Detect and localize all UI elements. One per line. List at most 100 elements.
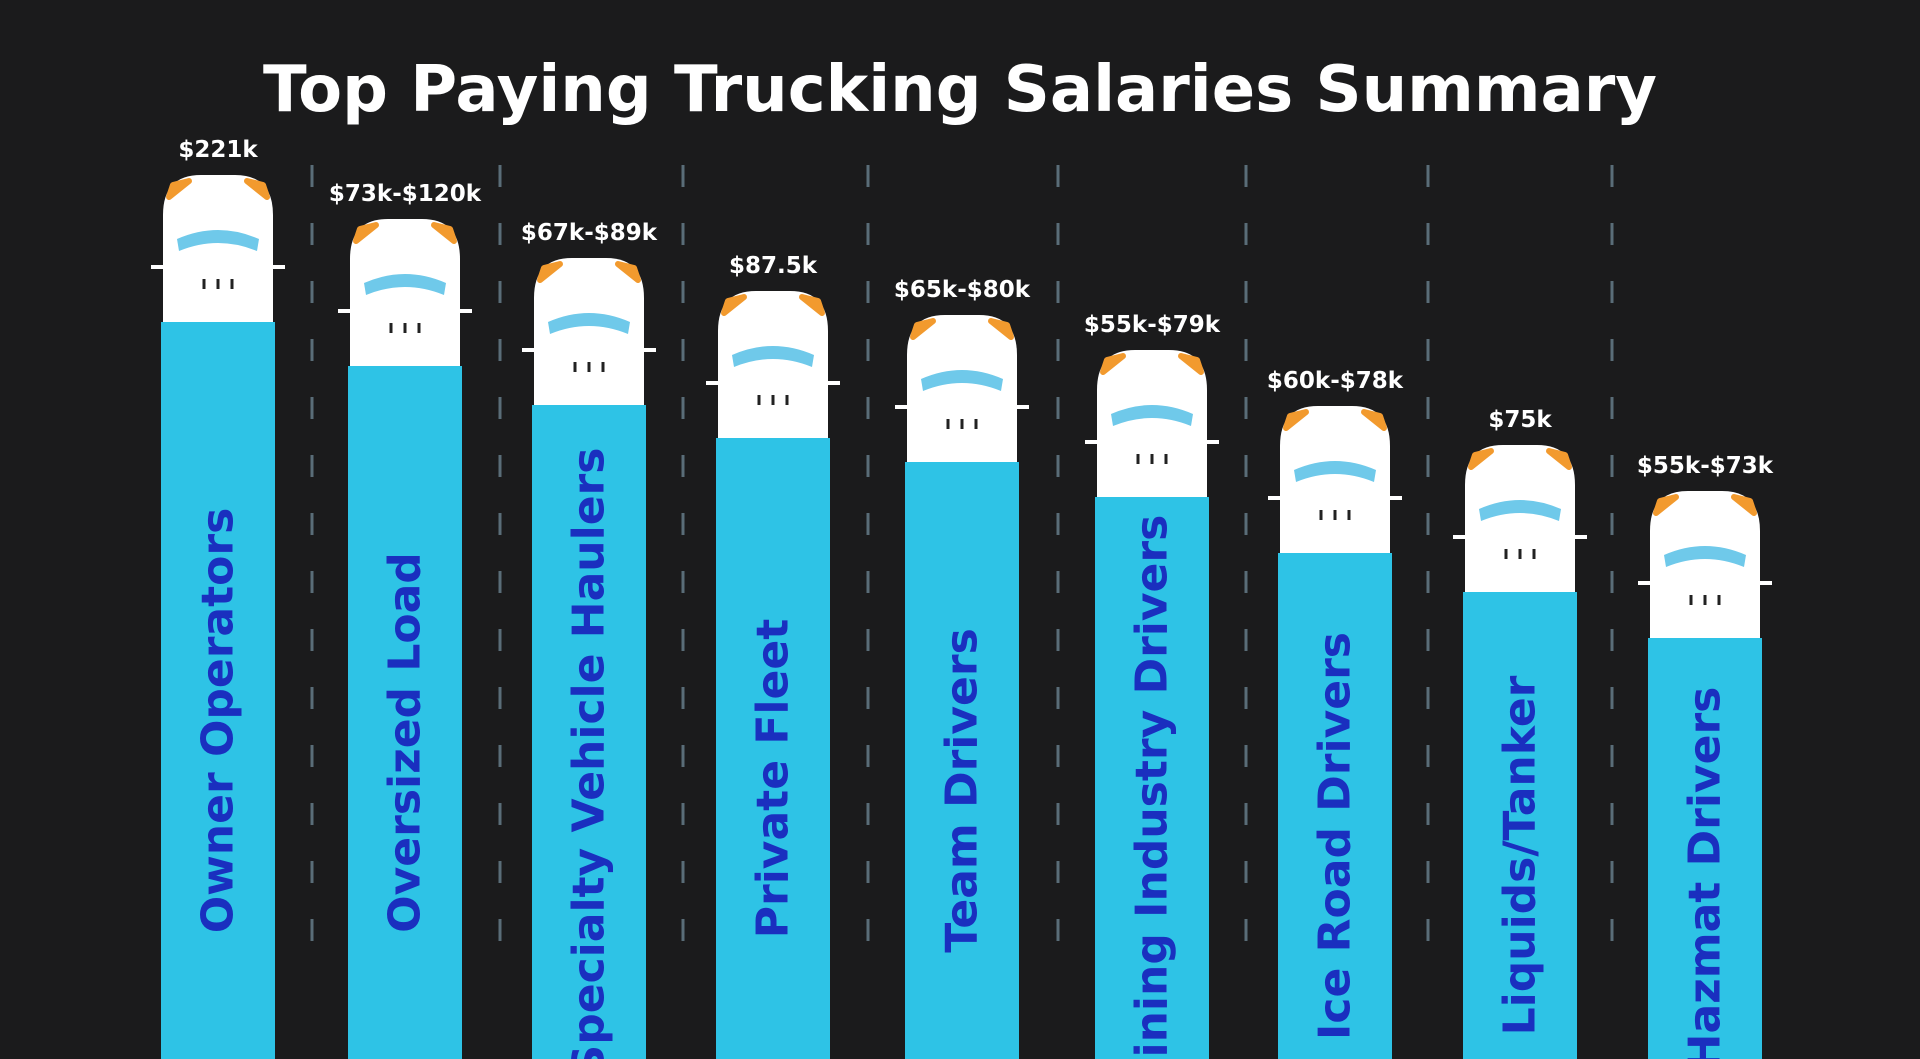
mirror-1 bbox=[338, 309, 472, 313]
cab-mark-6-0 bbox=[1319, 510, 1323, 520]
value-label-5: $55k-$79k bbox=[1084, 312, 1221, 338]
value-label-1: $73k-$120k bbox=[329, 181, 482, 207]
mirror-5 bbox=[1085, 440, 1219, 444]
bar-8 bbox=[1648, 638, 1762, 1059]
category-label-6: Ice Road Drivers bbox=[1310, 632, 1361, 1040]
bar-5 bbox=[1095, 497, 1209, 1059]
headlight-left-7 bbox=[1468, 448, 1494, 470]
cab-mark-2-1 bbox=[587, 362, 591, 372]
bar-1 bbox=[348, 366, 462, 1059]
headlight-right-3 bbox=[799, 294, 825, 316]
windshield-3 bbox=[732, 346, 814, 367]
windshield-4 bbox=[921, 370, 1003, 391]
cab-mark-5-2 bbox=[1164, 454, 1168, 464]
value-label-7: $75k bbox=[1488, 407, 1552, 433]
category-label-4: Team Drivers bbox=[937, 628, 988, 953]
cab-mark-7-2 bbox=[1532, 549, 1536, 559]
windshield-1 bbox=[364, 274, 446, 295]
cab-mark-1-2 bbox=[417, 323, 421, 333]
bar-group-3: $87.5k Private Fleet bbox=[706, 253, 840, 1059]
cab-mark-0-0 bbox=[202, 279, 206, 289]
bar-3 bbox=[716, 438, 830, 1059]
value-label-3: $87.5k bbox=[729, 253, 818, 279]
cab-mark-4-0 bbox=[946, 419, 950, 429]
windshield-6 bbox=[1294, 461, 1376, 482]
value-label-2: $67k-$89k bbox=[521, 220, 658, 246]
category-label-8: Hazmat Drivers bbox=[1680, 687, 1731, 1059]
category-label-1: Oversized Load bbox=[380, 552, 431, 933]
headlight-left-4 bbox=[910, 318, 936, 340]
headlight-left-2 bbox=[537, 261, 563, 283]
cab-mark-6-2 bbox=[1347, 510, 1351, 520]
mirror-3 bbox=[706, 381, 840, 385]
cab-mark-1-0 bbox=[389, 323, 393, 333]
headlight-left-8 bbox=[1653, 494, 1679, 516]
cab-mark-0-2 bbox=[230, 279, 234, 289]
truck-cab-icon-6 bbox=[1280, 406, 1390, 553]
value-label-4: $65k-$80k bbox=[894, 277, 1031, 303]
cab-mark-3-2 bbox=[785, 395, 789, 405]
headlight-left-3 bbox=[721, 294, 747, 316]
windshield-5 bbox=[1111, 405, 1193, 426]
bar-group-7: $75k Liquids/Tanker bbox=[1453, 407, 1587, 1059]
windshield-7 bbox=[1479, 500, 1561, 521]
mirror-7 bbox=[1453, 535, 1587, 539]
truck-cab-icon-4 bbox=[907, 315, 1017, 462]
bar-6 bbox=[1278, 553, 1392, 1059]
cab-mark-1-1 bbox=[403, 323, 407, 333]
truck-cab-icon-5 bbox=[1097, 350, 1207, 497]
cab-mark-2-0 bbox=[573, 362, 577, 372]
bar-2 bbox=[532, 405, 646, 1059]
truck-cab-icon-7 bbox=[1465, 445, 1575, 592]
cab-mark-0-1 bbox=[216, 279, 220, 289]
category-label-7: Liquids/Tanker bbox=[1495, 675, 1546, 1035]
headlight-right-5 bbox=[1178, 353, 1204, 375]
category-label-2: Specialty Vehicle Haulers bbox=[564, 448, 615, 1059]
cab-mark-5-1 bbox=[1150, 454, 1154, 464]
truck-cab-icon-3 bbox=[718, 291, 828, 438]
headlight-right-7 bbox=[1546, 448, 1572, 470]
bar-group-1: $73k-$120k Oversized Load bbox=[329, 181, 482, 1059]
bar-group-4: $65k-$80k Team Drivers bbox=[894, 277, 1031, 1059]
headlight-right-1 bbox=[431, 222, 457, 244]
cab-mark-8-0 bbox=[1689, 595, 1693, 605]
windshield-8 bbox=[1664, 546, 1746, 567]
cab-mark-3-0 bbox=[757, 395, 761, 405]
headlight-left-5 bbox=[1100, 353, 1126, 375]
mirror-8 bbox=[1638, 581, 1772, 585]
cab-mark-5-0 bbox=[1136, 454, 1140, 464]
cab-mark-4-1 bbox=[960, 419, 964, 429]
value-label-6: $60k-$78k bbox=[1267, 368, 1404, 394]
cab-mark-6-1 bbox=[1333, 510, 1337, 520]
bar-group-6: $60k-$78k Ice Road Drivers bbox=[1267, 368, 1404, 1059]
bar-group-5: $55k-$79k Mining Industry Drivers bbox=[1084, 312, 1221, 1059]
truck-cab-icon-2 bbox=[534, 258, 644, 405]
bar-group-8: $55k-$73k Hazmat Drivers bbox=[1637, 453, 1774, 1059]
mirror-6 bbox=[1268, 496, 1402, 500]
mirror-4 bbox=[895, 405, 1029, 409]
mirror-0 bbox=[151, 265, 285, 269]
cab-mark-2-2 bbox=[601, 362, 605, 372]
bar-0 bbox=[161, 322, 275, 1059]
bar-group-0: $221k Owner Operators bbox=[151, 137, 285, 1059]
chart-title: Top Paying Trucking Salaries Summary bbox=[263, 53, 1657, 127]
cab-mark-8-2 bbox=[1717, 595, 1721, 605]
headlight-right-0 bbox=[244, 178, 270, 200]
headlight-left-1 bbox=[353, 222, 379, 244]
truck-cab-icon-0 bbox=[163, 175, 273, 322]
headlight-left-0 bbox=[166, 178, 192, 200]
category-label-5: Mining Industry Drivers bbox=[1127, 515, 1178, 1059]
cab-mark-7-1 bbox=[1518, 549, 1522, 559]
truck-cab-icon-8 bbox=[1650, 491, 1760, 638]
headlight-right-4 bbox=[988, 318, 1014, 340]
truck-cab-icon-1 bbox=[350, 219, 460, 366]
windshield-0 bbox=[177, 230, 259, 251]
cab-mark-7-0 bbox=[1504, 549, 1508, 559]
category-label-3: Private Fleet bbox=[748, 619, 799, 938]
cab-mark-4-2 bbox=[974, 419, 978, 429]
cab-mark-3-1 bbox=[771, 395, 775, 405]
cab-mark-8-1 bbox=[1703, 595, 1707, 605]
headlight-left-6 bbox=[1283, 409, 1309, 431]
mirror-2 bbox=[522, 348, 656, 352]
